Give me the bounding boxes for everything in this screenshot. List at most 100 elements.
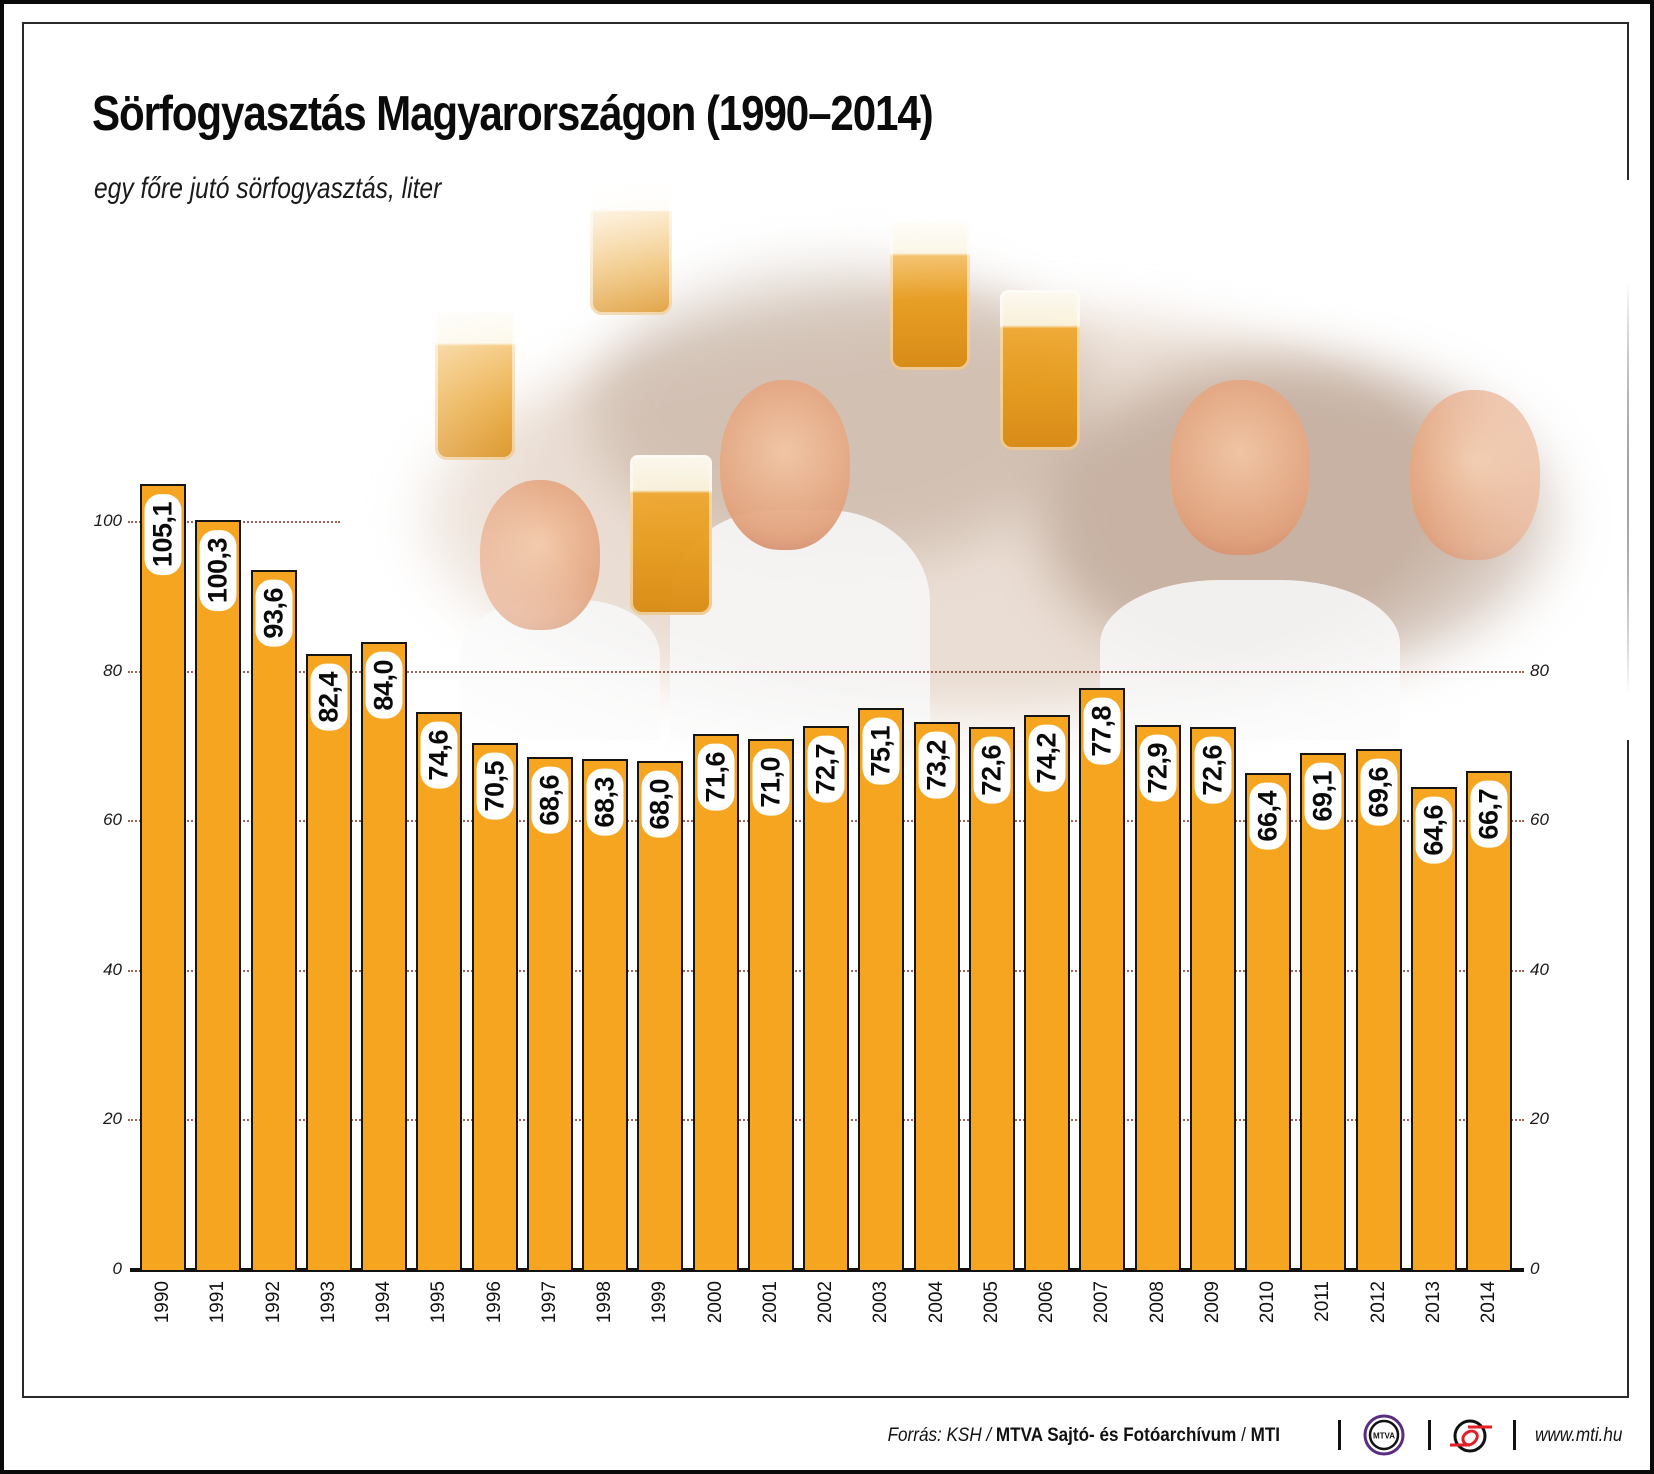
bar-2007[interactable]: 77,8	[1079, 688, 1126, 1270]
bar-2003[interactable]: 75,1	[858, 708, 905, 1270]
bar-2014[interactable]: 66,7	[1466, 771, 1512, 1270]
x-tick-label: 1996	[483, 1281, 505, 1324]
bar-value-label: 93,6	[255, 579, 292, 647]
bar-value-label: 68,6	[531, 766, 569, 834]
y-tick-label-right: 20	[1530, 1109, 1549, 1129]
x-tick-label: 2001	[759, 1281, 781, 1324]
x-axis-line	[130, 1268, 1524, 1272]
bar-2011[interactable]: 69,1	[1300, 753, 1347, 1270]
bar-value-label: 69,6	[1360, 759, 1397, 826]
bar-1996[interactable]: 70,5	[471, 742, 518, 1270]
bar-2002[interactable]: 72,7	[803, 726, 849, 1270]
y-tick-label-left: 80	[103, 660, 122, 680]
bar-2013[interactable]: 64,6	[1410, 786, 1457, 1270]
bar-2000[interactable]: 71,6	[692, 734, 739, 1270]
bar-value-label: 69,1	[1304, 763, 1342, 830]
x-tick-label: 2009	[1201, 1281, 1223, 1324]
footer-divider	[1338, 1420, 1341, 1450]
bar-value-label: 105,1	[144, 493, 182, 575]
bar-1990[interactable]: 105,1	[140, 483, 186, 1270]
bar-2009[interactable]: 72,6	[1189, 726, 1236, 1270]
bar-value-label: 100,3	[199, 529, 237, 611]
y-tick-label-left: 100	[93, 511, 122, 530]
bar-value-label: 68,3	[586, 769, 624, 836]
y-tick-label-right: 60	[1530, 810, 1549, 830]
chart-title: Sörfogyasztás Magyarországon (1990–2014)	[92, 87, 934, 141]
bar-value-label: 72,6	[973, 736, 1011, 804]
bar-value-label: 71,0	[752, 748, 790, 816]
x-tick-label: 2002	[815, 1281, 836, 1324]
bar-2004[interactable]: 73,2	[913, 722, 960, 1270]
footer: Forrás: KSH / MTVA Sajtó- és Fotóarchívu…	[0, 1414, 1654, 1456]
footer-divider	[1428, 1420, 1431, 1450]
x-tick-label: 2005	[980, 1281, 1002, 1324]
bar-value-label: 72,7	[807, 736, 845, 803]
y-tick-label-right: 80	[1530, 660, 1549, 680]
chart-subtitle: egy főre jutó sörfogyasztás, liter	[94, 172, 442, 205]
bar-value-label: 71,6	[697, 744, 734, 811]
x-tick-label: 1994	[373, 1281, 394, 1324]
y-tick-label-left: 0	[112, 1259, 122, 1278]
bar-value-label: 72,6	[1194, 736, 1232, 804]
y-tick-label-right: 40	[1530, 959, 1549, 979]
bar-value-label: 75,1	[862, 718, 900, 785]
x-tick-label: 2007	[1091, 1281, 1113, 1324]
x-tick-label: 2008	[1146, 1281, 1168, 1324]
x-tick-label: 2014	[1478, 1281, 1499, 1324]
bar-value-label: 77,8	[1083, 698, 1121, 765]
bar-1994[interactable]: 84,0	[361, 641, 407, 1270]
x-tick-label: 1997	[538, 1281, 560, 1324]
x-tick-label: 1993	[317, 1281, 339, 1324]
x-tick-label: 2011	[1312, 1281, 1334, 1322]
footer-divider	[1513, 1420, 1516, 1450]
bar-2012[interactable]: 69,6	[1355, 749, 1402, 1270]
bar-value-label: 68,0	[641, 771, 679, 838]
x-tick-label: 2003	[870, 1281, 892, 1324]
x-tick-label: 1999	[649, 1281, 671, 1324]
bar-2006[interactable]: 74,2	[1024, 714, 1070, 1270]
x-tick-label: 2000	[704, 1281, 726, 1324]
bar-2008[interactable]: 72,9	[1134, 724, 1181, 1270]
bar-1991[interactable]: 100,3	[195, 519, 242, 1270]
x-tick-label: 1998	[594, 1281, 615, 1324]
x-tick-label: 1991	[207, 1281, 229, 1324]
bar-value-label: 64,6	[1415, 796, 1453, 864]
bar-value-label: 70,5	[476, 752, 513, 820]
bar-2001[interactable]: 71,0	[747, 738, 794, 1270]
x-tick-label: 2004	[925, 1281, 947, 1324]
y-tick-label-left: 40	[103, 959, 122, 979]
bar-value-label: 66,7	[1470, 781, 1508, 848]
x-tick-label: 2012	[1367, 1281, 1389, 1324]
bar-2010[interactable]: 66,4	[1245, 773, 1291, 1270]
x-tick-label: 1995	[428, 1281, 450, 1324]
x-tick-label: 1992	[262, 1281, 284, 1324]
x-tick-label: 2013	[1422, 1281, 1444, 1324]
website-link[interactable]: www.mti.hu	[1535, 1425, 1623, 1446]
bar-value-label: 74,6	[420, 721, 458, 789]
bar-1997[interactable]: 68,6	[526, 756, 573, 1270]
mtva-logo-icon: MTVA	[1363, 1414, 1405, 1456]
svg-text:MTVA: MTVA	[1373, 1432, 1395, 1441]
bar-value-label: 66,4	[1249, 783, 1287, 850]
bar-value-label: 82,4	[310, 663, 348, 731]
y-tick-label-left: 20	[103, 1109, 122, 1129]
y-tick-label-right: 0	[1530, 1259, 1540, 1278]
source-credit: Forrás: KSH / MTVA Sajtó- és Fotóarchívu…	[887, 1425, 1280, 1446]
bar-value-label: 74,2	[1028, 724, 1066, 792]
bar-1992[interactable]: 93,6	[250, 569, 297, 1270]
bar-1993[interactable]: 82,4	[305, 653, 352, 1270]
y-tick-label-left: 60	[103, 810, 122, 830]
bar-1995[interactable]: 74,6	[416, 711, 463, 1270]
x-tick-label: 1990	[152, 1281, 173, 1324]
bar-1999[interactable]: 68,0	[637, 761, 684, 1270]
bar-1998[interactable]: 68,3	[582, 759, 628, 1270]
bar-value-label: 72,9	[1139, 734, 1176, 802]
bar-value-label: 84,0	[365, 651, 403, 719]
bar-2005[interactable]: 72,6	[968, 726, 1015, 1270]
x-tick-label: 2010	[1257, 1281, 1278, 1324]
mti-logo-icon	[1446, 1418, 1496, 1454]
x-tick-label: 2006	[1036, 1281, 1057, 1324]
bar-value-label: 73,2	[918, 732, 955, 800]
